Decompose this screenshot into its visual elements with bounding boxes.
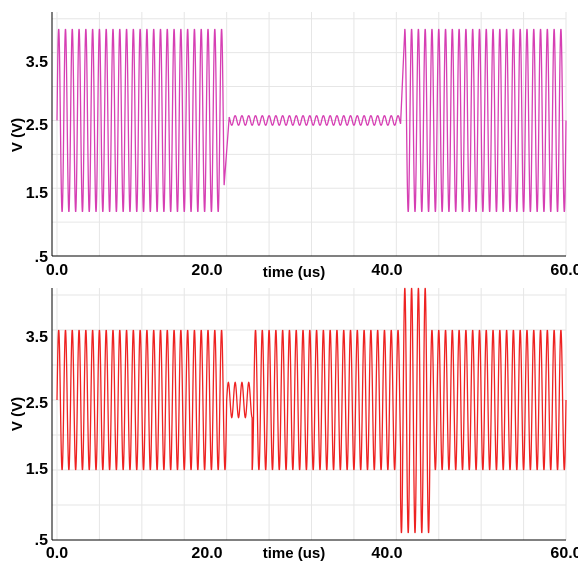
bottom-chart-y-tick: .5: [35, 532, 48, 549]
top-chart-x-tick: 0.0: [46, 262, 68, 279]
bottom-chart-x-tick: 20.0: [191, 545, 222, 562]
top-chart-y-tick: 3.5: [26, 54, 48, 71]
top-chart-x-tick: 60.0: [550, 262, 578, 279]
top-chart-x-label: time (us): [263, 264, 326, 281]
bottom-chart-x-tick: 0.0: [46, 545, 68, 562]
top-chart-series-line: [56, 28, 567, 213]
bottom-chart-y-label: V (V): [9, 397, 26, 431]
bottom-chart-x-label: time (us): [263, 545, 326, 562]
top-chart-y-tick: 1.5: [26, 185, 48, 202]
top-chart-y-tick: .5: [35, 249, 48, 266]
top-chart-y-label: V (V): [9, 118, 26, 152]
bottom-chart-series-line: [56, 287, 567, 534]
bottom-chart-y-tick: 3.5: [26, 329, 48, 346]
top-chart-x-tick: 20.0: [191, 262, 222, 279]
top-chart-grid: [52, 12, 567, 257]
bottom-chart-x-tick: 40.0: [371, 545, 402, 562]
bottom-chart-y-tick: 2.5: [26, 395, 48, 412]
bottom-chart-panel: 3.5 2.5 1.5 .5 V (V) 0.0 20.0 40.0 60.0 …: [9, 287, 578, 562]
bottom-chart-x-tick: 60.0: [550, 545, 578, 562]
top-chart-panel: 3.5 2.5 1.5 .5 V (V) 0.0 20.0 40.0 60.0 …: [9, 12, 578, 281]
top-chart-y-tick: 2.5: [26, 117, 48, 134]
bottom-chart-y-tick: 1.5: [26, 461, 48, 478]
top-chart-x-tick: 40.0: [371, 262, 402, 279]
